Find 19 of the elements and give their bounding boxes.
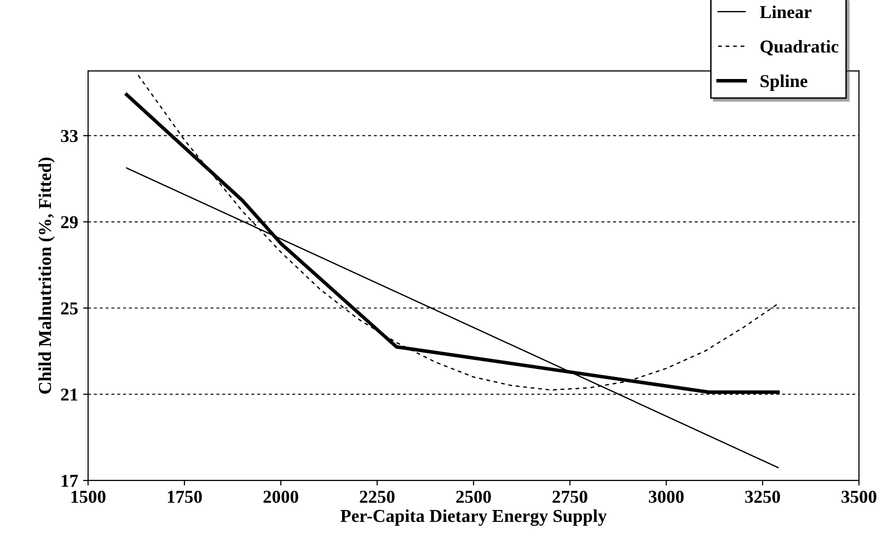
y-tick-label: 33 bbox=[61, 130, 78, 142]
legend-label: Spline bbox=[760, 74, 808, 91]
legend-label: Quadratic bbox=[760, 40, 838, 56]
x-tick-label: 3250 bbox=[745, 490, 780, 503]
x-tick-label: 1750 bbox=[168, 490, 202, 503]
x-tick-label: 2000 bbox=[264, 490, 298, 503]
y-tick-label: 25 bbox=[61, 302, 78, 314]
x-tick-label: 3500 bbox=[842, 490, 876, 503]
x-tick-label: 2750 bbox=[552, 490, 588, 503]
y-tick-label: 21 bbox=[61, 388, 78, 401]
y-tick-label: 29 bbox=[61, 216, 78, 228]
x-tick-label: 2250 bbox=[360, 490, 395, 503]
y-tick-label: 17 bbox=[62, 474, 78, 487]
x-axis-title: Per-Capita Dietary Energy Supply bbox=[340, 509, 607, 526]
x-tick-label: 3000 bbox=[648, 490, 684, 503]
y-axis-title: Child Malnutrition (%, Fitted) bbox=[38, 158, 55, 394]
legend-label: Linear bbox=[760, 5, 812, 18]
x-tick-label: 1500 bbox=[71, 490, 106, 503]
x-tick-label: 2500 bbox=[456, 490, 491, 503]
